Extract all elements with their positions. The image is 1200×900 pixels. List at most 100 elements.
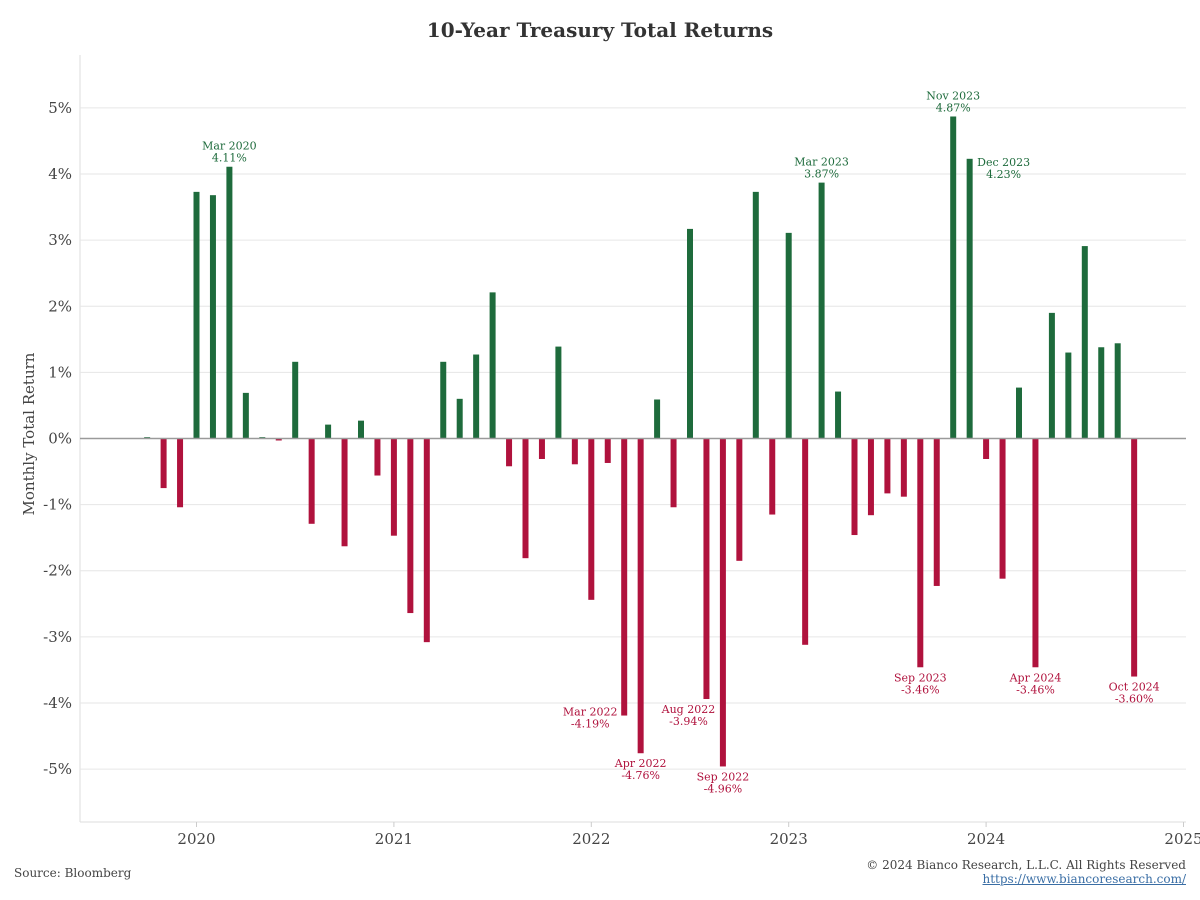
bar-oct-2022 (736, 438, 743, 561)
bar-feb-2024 (999, 438, 1006, 579)
y-tick-label: -4% (43, 694, 72, 712)
bar-may-2024 (1048, 312, 1055, 439)
bar-feb-2020 (209, 195, 216, 439)
bar-may-2023 (851, 438, 858, 536)
y-tick-label: 0% (48, 430, 72, 448)
bar-aug-2020 (308, 438, 315, 524)
x-tick-label: 2024 (967, 830, 1005, 848)
annotation-value-label: -3.94% (669, 715, 708, 728)
grid-layer (79, 55, 1186, 823)
bar-aug-2023 (900, 438, 907, 497)
x-tick-label: 2025 (1164, 830, 1200, 848)
bar-may-2022 (654, 399, 661, 439)
y-axis-label: Monthly Total Return (20, 352, 38, 515)
annotation-apr-2024: Apr 2024-3.46% (1009, 671, 1062, 696)
bar-jul-2021 (489, 292, 496, 439)
y-tick-label: 3% (48, 231, 72, 249)
bar-oct-2024 (1131, 438, 1138, 677)
annotation-sep-2023: Sep 2023-3.46% (894, 671, 947, 696)
annotation-sep-2022: Sep 2022-4.96% (697, 770, 750, 795)
annotation-month-label: Aug 2022 (661, 703, 716, 716)
source-text: Source: Bloomberg (14, 866, 132, 880)
copyright-text: © 2024 Bianco Research, L.L.C. All Right… (866, 858, 1186, 872)
bar-mar-2021 (423, 438, 430, 643)
bar-oct-2023 (933, 438, 940, 586)
bar-nov-2022 (752, 191, 759, 439)
annotation-oct-2024: Oct 2024-3.60% (1109, 681, 1160, 706)
bar-mar-2024 (1016, 387, 1022, 439)
bar-mar-2022 (621, 438, 628, 716)
annotation-value-label: 4.11% (212, 152, 247, 165)
y-tick-label: 2% (48, 297, 72, 315)
bar-apr-2024 (1032, 438, 1039, 668)
copyright-block: © 2024 Bianco Research, L.L.C. All Right… (866, 858, 1186, 886)
bar-jul-2022 (687, 228, 693, 439)
annotation-month-label: Apr 2022 (614, 757, 667, 770)
bar-jul-2020 (292, 361, 299, 439)
bar-sep-2020 (325, 424, 332, 439)
bar-jun-2023 (867, 438, 874, 516)
bar-oct-2020 (341, 438, 348, 547)
bar-aug-2021 (506, 438, 513, 467)
source-note: Source: Bloomberg (14, 866, 131, 880)
bar-jan-2023 (785, 232, 792, 439)
y-tick-label: 4% (48, 165, 72, 183)
x-tick-label: 2020 (177, 830, 215, 848)
bar-mar-2020 (226, 166, 233, 439)
bar-oct-2021 (538, 438, 545, 459)
annotation-value-label: 4.23% (986, 168, 1021, 181)
bar-may-2021 (456, 398, 463, 439)
bar-feb-2023 (802, 438, 809, 645)
annotation-value-label: -4.76% (621, 769, 660, 782)
bar-apr-2022 (637, 438, 644, 754)
annotation-month-label: Dec 2023 (977, 156, 1030, 169)
bar-aug-2022 (703, 438, 710, 700)
annotation-value-label: -3.46% (1016, 683, 1055, 696)
annotation-value-label: -4.96% (704, 782, 743, 795)
bar-mar-2023 (818, 182, 825, 439)
annotation-aug-2022: Aug 2022-3.94% (661, 703, 716, 728)
bar-sep-2022 (719, 438, 726, 767)
bar-dec-2022 (769, 438, 776, 515)
annotation-month-label: Mar 2023 (794, 156, 849, 169)
y-tick-label: -3% (43, 628, 72, 646)
bar-nov-2023 (950, 116, 957, 439)
y-tick-label: -5% (43, 760, 72, 778)
x-tick-label: 2022 (572, 830, 610, 848)
website-link[interactable]: https://www.biancoresearch.com/ (982, 872, 1186, 886)
chart-title: 10-Year Treasury Total Returns (427, 18, 773, 42)
bar-jan-2024 (983, 438, 990, 459)
bar-nov-2019 (160, 438, 167, 489)
annotation-month-label: Apr 2024 (1009, 671, 1062, 684)
annotation-month-label: Mar 2020 (202, 140, 257, 153)
bar-apr-2020 (242, 392, 249, 439)
annotation-value-label: 3.87% (804, 168, 839, 181)
y-tick-label: 1% (48, 363, 72, 381)
annotation-apr-2022: Apr 2022-4.76% (614, 757, 667, 782)
bar-sep-2024 (1114, 343, 1121, 439)
annotation-month-label: Nov 2023 (926, 89, 980, 102)
bar-jun-2022 (670, 438, 677, 508)
annotation-value-label: 4.87% (936, 101, 971, 114)
x-tick-layer: 2020 2021 2022 2023 2024 2025 (177, 822, 1200, 848)
bar-layer (144, 116, 1138, 767)
annotation-value-label: -3.60% (1115, 693, 1154, 706)
bar-dec-2019 (177, 438, 184, 508)
bar-dec-2023 (966, 158, 973, 439)
bar-apr-2021 (440, 361, 447, 439)
annotation-month-label: Sep 2022 (697, 770, 750, 783)
bar-feb-2021 (407, 438, 414, 614)
x-tick-label: 2023 (770, 830, 808, 848)
bar-jul-2024 (1081, 246, 1088, 439)
bar-nov-2021 (555, 346, 562, 439)
y-tick-label: 5% (48, 99, 72, 117)
annotation-month-label: Mar 2022 (563, 706, 618, 719)
bar-dec-2020 (374, 438, 381, 476)
bar-nov-2020 (358, 420, 364, 439)
y-tick-label: -1% (43, 496, 72, 514)
annotation-value-label: -3.46% (901, 683, 940, 696)
